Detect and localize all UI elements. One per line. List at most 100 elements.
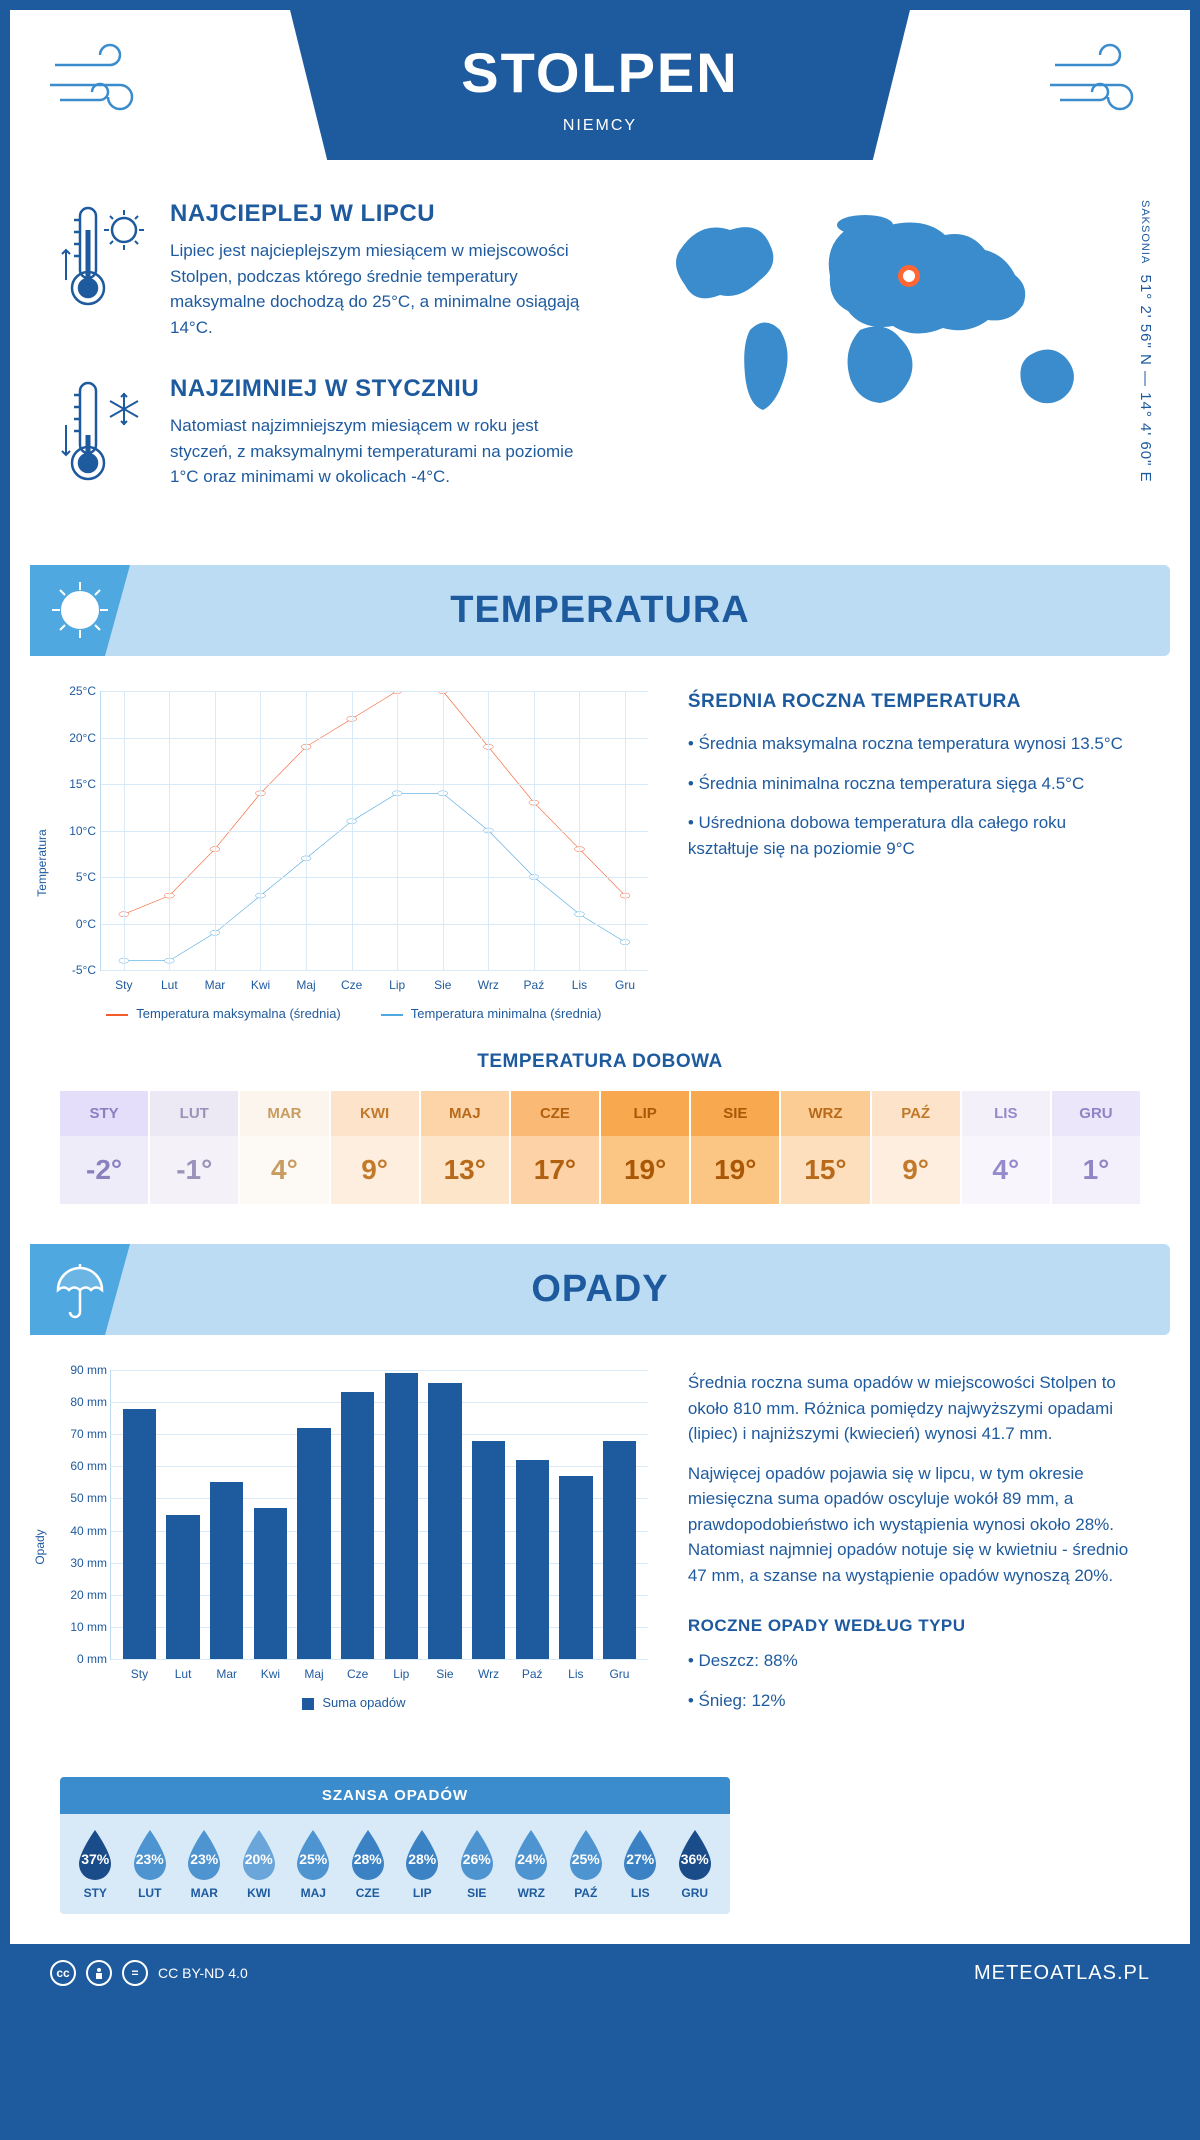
temp-info-b2: Średnia minimalna roczna temperatura się…: [688, 771, 1140, 797]
chart-legend: Temperatura maksymalna (średnia) Tempera…: [60, 1006, 648, 1021]
xtick: Paź: [522, 1667, 543, 1681]
daily-temp-cell: STY-2°: [60, 1091, 148, 1204]
rain-chance-cell: 36%GRU: [668, 1828, 723, 1900]
cold-info-block: NAJZIMNIEJ W STYCZNIU Natomiast najzimni…: [60, 375, 590, 490]
bar: Lip: [385, 1373, 418, 1659]
rain-chance-cell: 23%LUT: [123, 1828, 178, 1900]
xtick: Sty: [131, 1667, 148, 1681]
xtick: Lip: [393, 1667, 409, 1681]
temperature-line-chart: Temperatura -5°C0°C5°C10°C15°C20°C25°CSt…: [60, 691, 648, 1021]
daily-temp-cell: LIS4°: [962, 1091, 1050, 1204]
xtick: Sty: [115, 978, 132, 992]
xtick: Lut: [175, 1667, 192, 1681]
daily-temp-cell: LUT-1°: [150, 1091, 238, 1204]
ytick: 20 mm: [59, 1588, 107, 1602]
ytick: 40 mm: [59, 1524, 107, 1538]
hot-info-block: NAJCIEPLEJ W LIPCU Lipiec jest najcieple…: [60, 200, 590, 340]
precip-type-snow: Śnieg: 12%: [688, 1688, 1140, 1714]
ytick: 10°C: [61, 824, 96, 838]
section-temperature-title: TEMPERATURA: [450, 589, 750, 631]
bar: Sty: [123, 1409, 156, 1659]
precip-summary: Średnia roczna suma opadów w miejscowośc…: [688, 1370, 1140, 1727]
xtick: Paź: [524, 978, 545, 992]
ytick: 0°C: [61, 917, 96, 931]
ytick: 5°C: [61, 870, 96, 884]
precip-bar-chart: Opady 0 mm10 mm20 mm30 mm40 mm50 mm60 mm…: [60, 1370, 648, 1710]
xtick: Lut: [161, 978, 178, 992]
xtick: Wrz: [478, 978, 499, 992]
xtick: Lis: [568, 1667, 583, 1681]
rain-chance-cell: 24%WRZ: [504, 1828, 559, 1900]
precip-type-rain: Deszcz: 88%: [688, 1648, 1140, 1674]
precip-p2: Najwięcej opadów pojawia się w lipcu, w …: [688, 1461, 1140, 1589]
hot-text: Lipiec jest najcieplejszym miesiącem w m…: [170, 238, 590, 340]
precip-p1: Średnia roczna suma opadów w miejscowośc…: [688, 1370, 1140, 1447]
xtick: Kwi: [261, 1667, 280, 1681]
rain-chance-cell: 25%MAJ: [286, 1828, 341, 1900]
coordinates: SAKSONIA 51° 2' 56" N — 14° 4' 60" E: [1137, 200, 1154, 483]
cc-icon: cc: [50, 1960, 76, 1986]
xtick: Sie: [436, 1667, 453, 1681]
xtick: Sie: [434, 978, 451, 992]
daily-temp-cell: PAŹ9°: [872, 1091, 960, 1204]
xtick: Kwi: [251, 978, 270, 992]
ytick: -5°C: [61, 963, 96, 977]
country-subtitle: NIEMCY: [290, 117, 910, 135]
bar: Lut: [166, 1515, 199, 1660]
rain-chance-cell: 20%KWI: [232, 1828, 287, 1900]
rain-chance-cell: 28%LIP: [395, 1828, 450, 1900]
xtick: Maj: [296, 978, 315, 992]
bar: Paź: [516, 1460, 549, 1659]
sun-icon: [30, 565, 130, 656]
rain-chance-title: SZANSA OPADÓW: [60, 1777, 730, 1814]
daily-temp-cell: MAJ13°: [421, 1091, 509, 1204]
xtick: Maj: [304, 1667, 323, 1681]
thermometer-snow-icon: [60, 375, 150, 490]
ytick: 0 mm: [59, 1652, 107, 1666]
daily-temp-table: STY-2°LUT-1°MAR4°KWI9°MAJ13°CZE17°LIP19°…: [60, 1091, 1140, 1204]
temp-info-b3: Uśredniona dobowa temperatura dla całego…: [688, 810, 1140, 861]
xtick: Gru: [609, 1667, 629, 1681]
daily-temp-cell: MAR4°: [240, 1091, 328, 1204]
footer: cc = CC BY-ND 4.0 METEOATLAS.PL: [10, 1944, 1190, 2002]
xtick: Lip: [389, 978, 405, 992]
site-name: METEOATLAS.PL: [974, 1962, 1150, 1985]
temperature-summary: ŚREDNIA ROCZNA TEMPERATURA Średnia maksy…: [688, 691, 1140, 1021]
xtick: Mar: [205, 978, 226, 992]
rain-chance-cell: 27%LIS: [613, 1828, 668, 1900]
ytick: 70 mm: [59, 1427, 107, 1441]
legend-lo: Temperatura minimalna (średnia): [381, 1006, 602, 1021]
daily-temp-title: TEMPERATURA DOBOWA: [10, 1051, 1190, 1073]
map-icon: [640, 200, 1140, 440]
temp-info-b1: Średnia maksymalna roczna temperatura wy…: [688, 731, 1140, 757]
xtick: Cze: [347, 1667, 368, 1681]
rain-chance-table: SZANSA OPADÓW 37%STY23%LUT23%MAR20%KWI25…: [60, 1777, 730, 1914]
ytick: 15°C: [61, 777, 96, 791]
chart-ylabel: Opady: [33, 1529, 47, 1564]
xtick: Lis: [572, 978, 587, 992]
rain-chance-cell: 23%MAR: [177, 1828, 232, 1900]
daily-temp-cell: KWI9°: [331, 1091, 419, 1204]
umbrella-icon: [30, 1244, 130, 1335]
ytick: 60 mm: [59, 1459, 107, 1473]
daily-temp-cell: WRZ15°: [781, 1091, 869, 1204]
nd-icon: =: [122, 1960, 148, 1986]
bar: Kwi: [254, 1508, 287, 1659]
legend-hi: Temperatura maksymalna (średnia): [106, 1006, 340, 1021]
bar: Cze: [341, 1392, 374, 1659]
ytick: 50 mm: [59, 1491, 107, 1505]
header: STOLPEN NIEMCY: [10, 10, 1190, 200]
ytick: 30 mm: [59, 1556, 107, 1570]
city-title: STOLPEN: [290, 40, 910, 105]
world-map: SAKSONIA 51° 2' 56" N — 14° 4' 60" E: [640, 200, 1140, 525]
xtick: Gru: [615, 978, 635, 992]
license-text: CC BY-ND 4.0: [158, 1965, 248, 1981]
wind-icon: [45, 40, 155, 125]
bar: Lis: [559, 1476, 592, 1659]
temp-info-title: ŚREDNIA ROCZNA TEMPERATURA: [688, 691, 1140, 713]
page: STOLPEN NIEMCY: [10, 10, 1190, 2002]
by-icon: [86, 1960, 112, 1986]
rain-chance-cell: 37%STY: [68, 1828, 123, 1900]
rain-chance-cell: 28%CZE: [341, 1828, 396, 1900]
rain-chance-cell: 26%SIE: [450, 1828, 505, 1900]
